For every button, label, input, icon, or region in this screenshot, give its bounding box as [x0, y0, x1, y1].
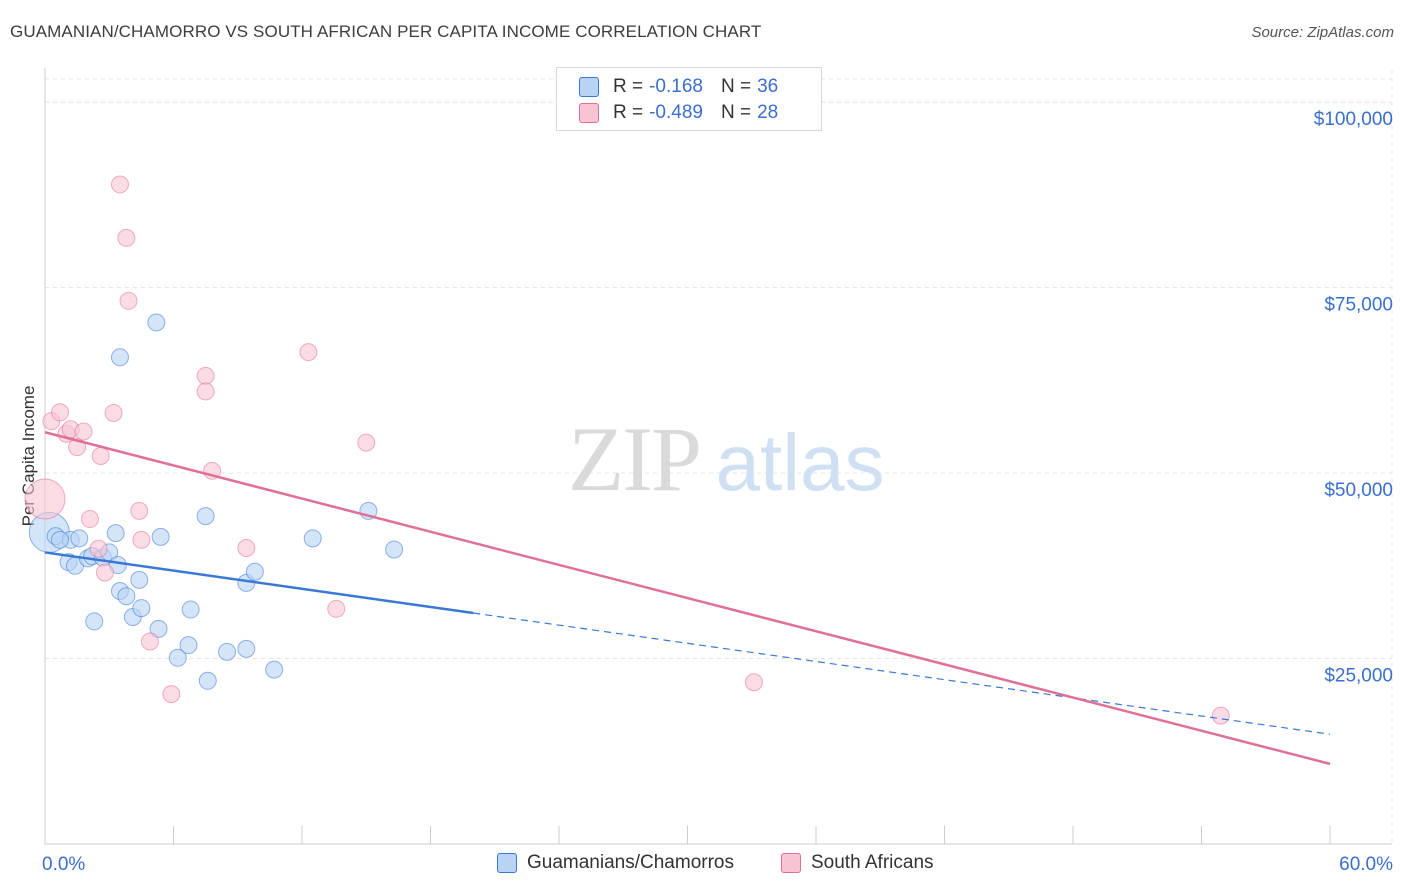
point-guamanian [303, 529, 322, 548]
point-guamanian [50, 530, 69, 549]
chart-title: GUAMANIAN/CHAMORRO VS SOUTH AFRICAN PER … [10, 22, 762, 41]
point-guamanian [218, 642, 237, 661]
legend-n-value: 28 [757, 102, 779, 123]
series-swatch-pink [781, 853, 801, 873]
point-south-african [50, 403, 69, 422]
trend-line-south-african [44, 431, 1331, 766]
x-tick-label: 60.0% [1339, 854, 1393, 875]
data-points [24, 175, 1230, 725]
point-south-african [110, 175, 129, 194]
point-south-african [196, 366, 215, 385]
point-south-african [80, 510, 99, 529]
legend-n-label: N = [720, 76, 752, 97]
legend-r-value: -0.168 [649, 76, 703, 97]
point-south-african [89, 539, 108, 558]
x-tick-label: 0.0% [42, 854, 85, 875]
point-guamanian [198, 671, 217, 690]
chart-source: Source: ZipAtlas.com [1251, 24, 1394, 41]
point-south-african [24, 478, 66, 520]
point-guamanian [85, 612, 104, 631]
point-south-african [327, 599, 346, 618]
point-guamanian [181, 600, 200, 619]
point-guamanian [110, 348, 129, 367]
point-guamanian [245, 562, 264, 581]
trend-line-guamanian-extension [473, 612, 1331, 735]
point-guamanian [106, 524, 125, 543]
watermark: ZIP atlas [568, 408, 884, 510]
point-south-african [162, 685, 181, 704]
point-south-african [74, 422, 93, 441]
legend-r-label: R = [613, 76, 644, 97]
point-south-african [744, 673, 763, 692]
point-south-african [117, 228, 136, 247]
point-guamanian [117, 587, 136, 606]
series-label-guamanians: Guamanians/Chamorros [527, 852, 734, 873]
point-guamanian [151, 527, 170, 546]
trend-lines [44, 431, 1331, 766]
series-swatch-blue [497, 853, 517, 873]
x-tick-labels: 0.0% 60.0% [42, 854, 1393, 875]
watermark-zip: ZIP [568, 408, 700, 510]
point-south-african [132, 530, 151, 549]
y-tick-label: $50,000 [1324, 480, 1393, 501]
point-south-african [196, 382, 215, 401]
legend-row-south-africans: R = -0.489 N = 28 [579, 101, 778, 125]
point-guamanian [385, 540, 404, 559]
legend-r-label: R = [613, 102, 644, 123]
point-guamanian [179, 636, 198, 655]
point-south-african [299, 343, 318, 362]
point-south-african [140, 632, 159, 651]
series-legend-south-africans: South Africans [781, 852, 934, 874]
legend-swatch-pink [579, 103, 599, 123]
trend-line-guamanian [44, 551, 474, 615]
point-guamanian [147, 313, 166, 332]
series-label-south-africans: South Africans [811, 852, 934, 873]
legend-swatch-blue [579, 77, 599, 97]
point-guamanian [149, 619, 168, 638]
y-tick-label: $100,000 [1314, 109, 1393, 130]
point-south-african [95, 563, 114, 582]
point-guamanian [130, 570, 149, 589]
point-guamanian [265, 660, 284, 679]
axes [44, 68, 1392, 845]
point-south-african [91, 446, 110, 465]
watermark-atlas: atlas [716, 418, 885, 507]
legend-row-guamanians: R = -0.168 N = 36 [579, 75, 778, 99]
point-south-african [104, 403, 123, 422]
point-south-african [130, 501, 149, 520]
point-south-african [357, 433, 376, 452]
point-guamanian [168, 648, 187, 667]
point-south-african [119, 291, 138, 310]
point-south-african [237, 538, 256, 557]
point-guamanian [237, 639, 256, 658]
y-tick-label: $25,000 [1324, 666, 1393, 687]
legend-n-value: 36 [757, 76, 779, 97]
series-legend-guamanians: Guamanians/Chamorros [497, 852, 734, 874]
legend-n-label: N = [720, 102, 752, 123]
y-tick-labels: $25,000 $50,000 $75,000 $100,000 [1314, 109, 1393, 686]
point-south-african [1211, 706, 1230, 725]
point-guamanian [196, 507, 215, 526]
point-guamanian [132, 599, 151, 618]
point-guamanian [70, 529, 89, 548]
correlation-legend: R = -0.168 N = 36 R = -0.489 N = 28 [556, 67, 822, 131]
y-tick-label: $75,000 [1324, 295, 1393, 316]
legend-r-value: -0.489 [649, 102, 703, 123]
